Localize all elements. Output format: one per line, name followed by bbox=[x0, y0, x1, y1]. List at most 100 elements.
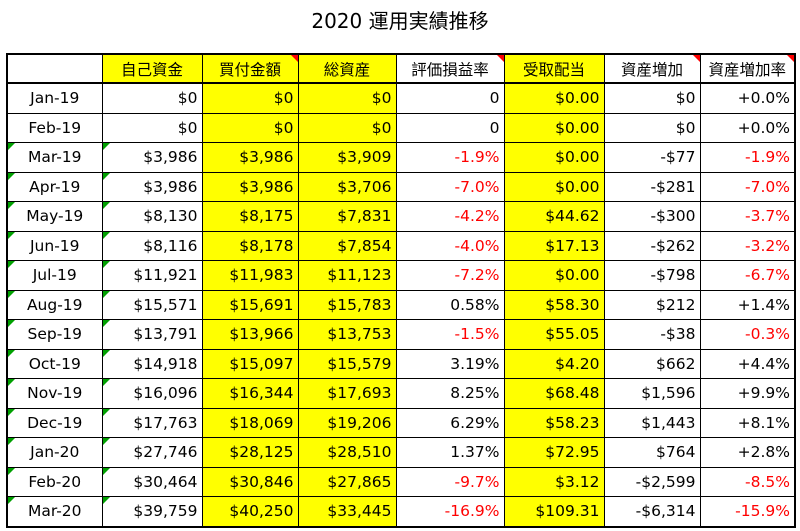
cell-increase-rate[interactable]: -1.9% bbox=[699, 142, 796, 173]
header-cell-own-funds[interactable]: 自己資金 bbox=[101, 53, 203, 84]
cell-total-assets[interactable]: $28,510 bbox=[297, 437, 397, 468]
cell-dividends[interactable]: $58.23 bbox=[503, 407, 605, 438]
cell-month[interactable]: Jan-20 bbox=[6, 437, 103, 468]
cell-total-assets[interactable]: $0 bbox=[297, 112, 397, 143]
cell-own-funds[interactable]: $17,763 bbox=[101, 407, 203, 438]
cell-own-funds[interactable]: $16,096 bbox=[101, 378, 203, 409]
cell-purchase-amount[interactable]: $28,125 bbox=[201, 437, 299, 468]
cell-increase-rate[interactable]: +0.0% bbox=[699, 112, 796, 143]
cell-eval-rate[interactable]: -4.0% bbox=[395, 230, 505, 261]
cell-asset-increase[interactable]: -$300 bbox=[603, 201, 701, 232]
header-cell-asset-increase[interactable]: 資産増加 bbox=[603, 53, 701, 84]
cell-asset-increase[interactable]: -$262 bbox=[603, 230, 701, 261]
cell-total-assets[interactable]: $13,753 bbox=[297, 319, 397, 350]
cell-increase-rate[interactable]: -3.2% bbox=[699, 230, 796, 261]
cell-asset-increase[interactable]: $0 bbox=[603, 82, 701, 114]
cell-purchase-amount[interactable]: $30,846 bbox=[201, 466, 299, 497]
cell-own-funds[interactable]: $13,791 bbox=[101, 319, 203, 350]
header-cell-eval-rate[interactable]: 評価損益率 bbox=[395, 53, 505, 84]
cell-purchase-amount[interactable]: $15,097 bbox=[201, 348, 299, 379]
cell-asset-increase[interactable]: $212 bbox=[603, 289, 701, 320]
cell-increase-rate[interactable]: -6.7% bbox=[699, 260, 796, 291]
cell-asset-increase[interactable]: -$281 bbox=[603, 171, 701, 202]
cell-dividends[interactable]: $0.00 bbox=[503, 142, 605, 173]
cell-total-assets[interactable]: $7,854 bbox=[297, 230, 397, 261]
cell-eval-rate[interactable]: 8.25% bbox=[395, 378, 505, 409]
cell-purchase-amount[interactable]: $0 bbox=[201, 82, 299, 114]
cell-month[interactable]: Nov-19 bbox=[6, 378, 103, 409]
cell-total-assets[interactable]: $15,783 bbox=[297, 289, 397, 320]
cell-eval-rate[interactable]: 0.58% bbox=[395, 289, 505, 320]
header-cell-purchase-amount[interactable]: 買付金額 bbox=[201, 53, 299, 84]
cell-eval-rate[interactable]: -9.7% bbox=[395, 466, 505, 497]
cell-month[interactable]: Feb-20 bbox=[6, 466, 103, 497]
cell-asset-increase[interactable]: $0 bbox=[603, 112, 701, 143]
cell-total-assets[interactable]: $19,206 bbox=[297, 407, 397, 438]
cell-dividends[interactable]: $109.31 bbox=[503, 496, 605, 527]
cell-total-assets[interactable]: $27,865 bbox=[297, 466, 397, 497]
cell-increase-rate[interactable]: +1.4% bbox=[699, 289, 796, 320]
cell-own-funds[interactable]: $14,918 bbox=[101, 348, 203, 379]
cell-purchase-amount[interactable]: $18,069 bbox=[201, 407, 299, 438]
cell-eval-rate[interactable]: -7.0% bbox=[395, 171, 505, 202]
cell-dividends[interactable]: $17.13 bbox=[503, 230, 605, 261]
cell-increase-rate[interactable]: -0.3% bbox=[699, 319, 796, 350]
cell-month[interactable]: Sep-19 bbox=[6, 319, 103, 350]
header-cell-month[interactable] bbox=[6, 53, 103, 84]
cell-eval-rate[interactable]: 6.29% bbox=[395, 407, 505, 438]
cell-increase-rate[interactable]: -7.0% bbox=[699, 171, 796, 202]
cell-own-funds[interactable]: $8,116 bbox=[101, 230, 203, 261]
cell-purchase-amount[interactable]: $40,250 bbox=[201, 496, 299, 527]
cell-own-funds[interactable]: $11,921 bbox=[101, 260, 203, 291]
cell-total-assets[interactable]: $33,445 bbox=[297, 496, 397, 527]
cell-purchase-amount[interactable]: $13,966 bbox=[201, 319, 299, 350]
cell-asset-increase[interactable]: -$2,599 bbox=[603, 466, 701, 497]
cell-eval-rate[interactable]: -7.2% bbox=[395, 260, 505, 291]
cell-increase-rate[interactable]: +8.1% bbox=[699, 407, 796, 438]
cell-month[interactable]: Mar-19 bbox=[6, 142, 103, 173]
cell-dividends[interactable]: $0.00 bbox=[503, 82, 605, 114]
cell-own-funds[interactable]: $8,130 bbox=[101, 201, 203, 232]
cell-asset-increase[interactable]: $764 bbox=[603, 437, 701, 468]
cell-total-assets[interactable]: $3,909 bbox=[297, 142, 397, 173]
cell-dividends[interactable]: $68.48 bbox=[503, 378, 605, 409]
cell-eval-rate[interactable]: -4.2% bbox=[395, 201, 505, 232]
cell-increase-rate[interactable]: -8.5% bbox=[699, 466, 796, 497]
cell-increase-rate[interactable]: +4.4% bbox=[699, 348, 796, 379]
cell-total-assets[interactable]: $15,579 bbox=[297, 348, 397, 379]
cell-month[interactable]: Feb-19 bbox=[6, 112, 103, 143]
cell-own-funds[interactable]: $0 bbox=[101, 112, 203, 143]
cell-asset-increase[interactable]: -$6,314 bbox=[603, 496, 701, 527]
cell-eval-rate[interactable]: 0 bbox=[395, 82, 505, 114]
cell-asset-increase[interactable]: -$77 bbox=[603, 142, 701, 173]
cell-increase-rate[interactable]: +9.9% bbox=[699, 378, 796, 409]
cell-own-funds[interactable]: $0 bbox=[101, 82, 203, 114]
cell-eval-rate[interactable]: 0 bbox=[395, 112, 505, 143]
cell-total-assets[interactable]: $7,831 bbox=[297, 201, 397, 232]
cell-purchase-amount[interactable]: $15,691 bbox=[201, 289, 299, 320]
cell-month[interactable]: Apr-19 bbox=[6, 171, 103, 202]
cell-month[interactable]: Mar-20 bbox=[6, 496, 103, 527]
cell-month[interactable]: Aug-19 bbox=[6, 289, 103, 320]
cell-total-assets[interactable]: $0 bbox=[297, 82, 397, 114]
cell-month[interactable]: Jul-19 bbox=[6, 260, 103, 291]
header-cell-increase-rate[interactable]: 資産増加率 bbox=[699, 53, 796, 84]
cell-eval-rate[interactable]: -1.9% bbox=[395, 142, 505, 173]
cell-asset-increase[interactable]: $1,443 bbox=[603, 407, 701, 438]
cell-dividends[interactable]: $72.95 bbox=[503, 437, 605, 468]
cell-eval-rate[interactable]: 3.19% bbox=[395, 348, 505, 379]
cell-month[interactable]: Jan-19 bbox=[6, 82, 103, 114]
cell-own-funds[interactable]: $39,759 bbox=[101, 496, 203, 527]
cell-increase-rate[interactable]: -3.7% bbox=[699, 201, 796, 232]
cell-asset-increase[interactable]: -$798 bbox=[603, 260, 701, 291]
cell-eval-rate[interactable]: -1.5% bbox=[395, 319, 505, 350]
cell-purchase-amount[interactable]: $0 bbox=[201, 112, 299, 143]
cell-dividends[interactable]: $44.62 bbox=[503, 201, 605, 232]
cell-purchase-amount[interactable]: $8,178 bbox=[201, 230, 299, 261]
cell-asset-increase[interactable]: $1,596 bbox=[603, 378, 701, 409]
cell-dividends[interactable]: $0.00 bbox=[503, 260, 605, 291]
cell-purchase-amount[interactable]: $11,983 bbox=[201, 260, 299, 291]
cell-own-funds[interactable]: $27,746 bbox=[101, 437, 203, 468]
cell-increase-rate[interactable]: +0.0% bbox=[699, 82, 796, 114]
cell-purchase-amount[interactable]: $8,175 bbox=[201, 201, 299, 232]
